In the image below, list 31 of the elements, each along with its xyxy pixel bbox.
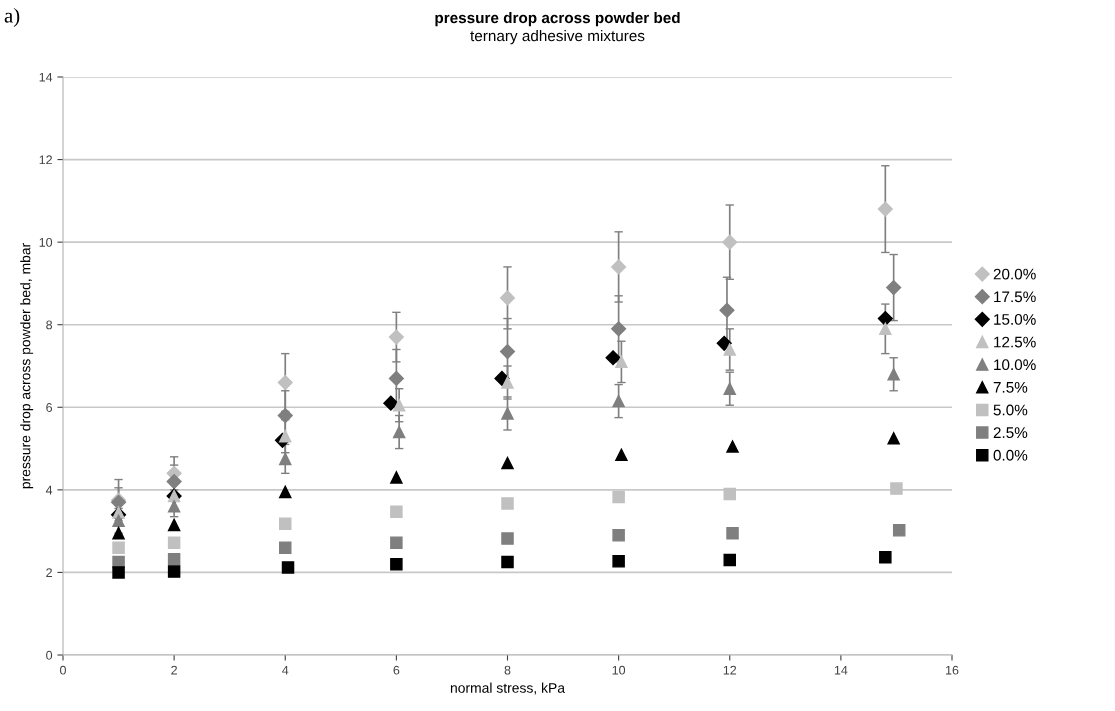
x-tick-label: 16: [946, 665, 959, 675]
x-tick-label: 2: [171, 665, 177, 675]
chart-title: pressure drop across powder bed: [435, 12, 680, 27]
y-tick-label: 8: [46, 320, 53, 330]
x-tick-label: 14: [834, 665, 848, 675]
chart-subtitle: ternary adhesive mixtures: [470, 30, 645, 45]
x-tick-label: 12: [723, 665, 737, 675]
legend-label: 2.5%: [993, 427, 1028, 439]
y-tick-label: 12: [39, 155, 52, 165]
y-axis-title: pressure drop across powder bed, mbar: [20, 243, 34, 489]
text: a): [4, 8, 20, 27]
x-tick-label: 0: [60, 665, 66, 675]
y-tick-label: 4: [45, 485, 53, 495]
y-tick-label: 14: [39, 72, 53, 82]
legend-label: 7.5%: [993, 381, 1028, 393]
y-tick-label: 0: [46, 650, 53, 660]
x-tick-label: 10: [612, 665, 626, 675]
y-tick-label: 2: [46, 568, 52, 577]
legend-label: 20.0%: [993, 268, 1036, 280]
x-tick-label: 8: [504, 665, 511, 675]
legend-label: 17.5%: [994, 291, 1036, 303]
y-tick-label: 6: [46, 403, 53, 412]
legend-label: 15.0%: [994, 313, 1036, 325]
x-tick-label: 6: [393, 665, 400, 675]
legend-label: 10.0%: [994, 359, 1036, 371]
legend-label: 0.0%: [993, 449, 1028, 461]
x-tick-label: 4: [282, 665, 289, 675]
legend-label: 5.0%: [993, 404, 1028, 416]
y-tick-label: 10: [39, 237, 53, 247]
x-axis-title: normal stress, kPa: [450, 682, 565, 695]
legend-label: 12.5%: [994, 336, 1036, 348]
